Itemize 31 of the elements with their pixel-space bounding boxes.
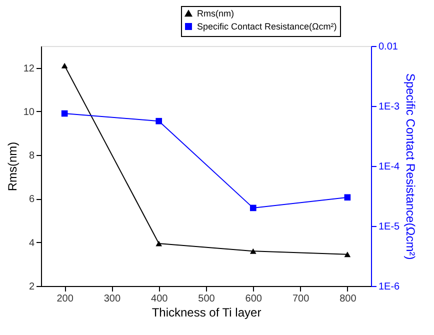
x-tick-label: 600 <box>245 294 262 304</box>
legend-label: Rms(nm) <box>197 8 234 18</box>
y-tick-label: 4 <box>28 238 35 249</box>
y-tick-label: 10 <box>23 106 35 118</box>
point <box>344 252 351 258</box>
x-tick-label: 200 <box>56 294 74 304</box>
point <box>156 118 162 124</box>
point <box>344 194 351 201</box>
y2-tick-label: 1E-5 <box>378 222 400 232</box>
x-tick-label: 700 <box>292 294 310 304</box>
y-axis-title: Rms(nm) <box>5 142 20 192</box>
y2-tick-label: 0.01 <box>378 42 398 52</box>
x-axis-title: Thickness of Ti layer <box>152 306 262 320</box>
point <box>156 240 162 246</box>
point <box>61 62 68 68</box>
y-tick-label: 8 <box>28 150 35 162</box>
legend-label: Specific Contact Resistance(Ωcm²) <box>197 22 337 32</box>
x-tick-label: 500 <box>198 294 216 304</box>
point <box>250 204 256 212</box>
y-tick-label: 6 <box>28 194 35 206</box>
x-tick-label: 800 <box>340 294 357 304</box>
y-tick-label: 12 <box>23 63 35 74</box>
point <box>61 110 68 117</box>
point <box>250 248 256 254</box>
x-tick-label: 300 <box>104 294 121 304</box>
y2-tick-label: 1E-6 <box>378 282 400 292</box>
y2-tick-label: 1E-4 <box>378 162 400 172</box>
y2-axis-title: Specific Contact Resistance(Ωcm²) <box>404 73 418 260</box>
y-tick-label: 2 <box>28 282 35 292</box>
x-tick-label: 400 <box>151 294 168 304</box>
y2-tick-label: 1E-3 <box>378 102 400 112</box>
